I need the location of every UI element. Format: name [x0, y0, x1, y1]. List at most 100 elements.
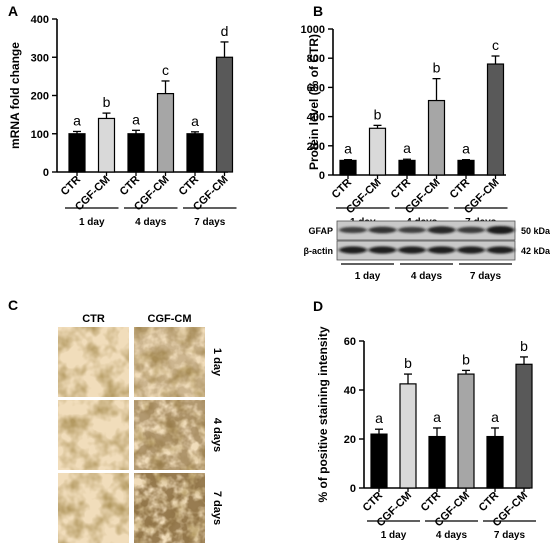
gfap-band [457, 226, 485, 234]
micro-column-label: CGF-CM [148, 313, 192, 325]
significance-letter: a [375, 410, 383, 426]
x-tick-label: CTR [419, 490, 444, 515]
chart-panel-d: 0 20 40 60 % of positive staining intensity a… [316, 326, 536, 541]
micro-column-label: CTR [82, 313, 105, 325]
actin-band [398, 246, 426, 254]
x-tick-label: CTR [477, 490, 502, 515]
y-tick-label: 600 [307, 82, 325, 94]
micro-row-label: 4 days [211, 418, 223, 452]
group-label: 1 day [381, 530, 407, 541]
micrograph-panel: CTR CGF-CM 1 day 4 days 7 days [58, 313, 223, 543]
blot-group-label: 1 day [355, 271, 381, 282]
bar [399, 383, 417, 489]
bar [156, 92, 175, 173]
panel-letter: C [8, 297, 18, 313]
panel-letter: D [313, 298, 323, 314]
y-tick-label: 400 [31, 14, 49, 26]
y-tick-label: 800 [307, 53, 325, 65]
x-tick-label: CTR [448, 177, 473, 202]
bar [457, 159, 475, 176]
panel-letter: A [8, 3, 18, 19]
x-tick-label: CTR [389, 177, 414, 202]
actin-band [368, 246, 397, 254]
y-tick-label: 200 [31, 91, 49, 103]
significance-letter: b [103, 94, 111, 110]
x-tick-label: CTR [59, 174, 84, 199]
micrograph-texture [58, 327, 129, 397]
y-axis-label: % of positive staining intensity [316, 326, 330, 502]
group-label: 4 days [436, 530, 468, 541]
y-tick-label: 0 [350, 483, 356, 495]
group-label: 7 days [494, 530, 526, 541]
group-label: 4 days [135, 217, 167, 228]
actin-band [486, 246, 515, 254]
blot-size-label: 50 kDa [521, 226, 550, 236]
significance-letter: a [132, 111, 140, 127]
significance-letter: b [433, 60, 441, 76]
blot-size-label: 42 kDa [521, 246, 550, 256]
significance-letter: a [73, 112, 81, 128]
significance-letter: b [374, 106, 382, 122]
gfap-band [398, 226, 426, 234]
y-tick-label: 0 [319, 170, 325, 182]
bar [398, 159, 416, 176]
significance-letter: a [191, 113, 199, 129]
bar [457, 373, 475, 489]
micrograph-stain [134, 327, 205, 397]
bar [186, 133, 204, 173]
y-tick-label: 40 [344, 385, 356, 397]
gfap-band [486, 226, 515, 234]
micrograph-stain [134, 400, 205, 470]
actin-band [339, 246, 367, 254]
significance-letter: c [492, 37, 499, 53]
bar [339, 159, 357, 176]
x-tick-label: CTR [330, 177, 355, 202]
blot-strip [336, 220, 516, 241]
blot-row-label: β-actin [304, 246, 334, 256]
y-tick-label: 200 [307, 141, 325, 153]
y-axis-label: Protein level (% of CTR) [307, 34, 321, 170]
x-tick-label: CTR [118, 174, 143, 199]
y-tick-label: 1000 [301, 24, 325, 36]
bar [486, 63, 505, 176]
bar [97, 117, 116, 173]
significance-letter: d [221, 23, 229, 39]
y-axis-label: mRNA fold change [8, 42, 22, 149]
bar [127, 133, 145, 173]
group-label: 7 days [194, 217, 226, 228]
panel-letter: B [313, 3, 323, 19]
bar [215, 56, 234, 173]
group-label: 1 day [79, 217, 105, 228]
micrograph-stain [134, 473, 205, 543]
significance-letter: b [404, 355, 412, 371]
micrograph-texture [58, 473, 129, 543]
bar [427, 99, 446, 176]
blot-group-label: 4 days [411, 271, 443, 282]
western-blot: GFAP 50 kDa β-actin 42 kDa 1 day 4 days 7 days [304, 220, 550, 282]
bar [428, 435, 446, 489]
significance-letter: a [462, 141, 470, 157]
actin-band [457, 246, 485, 254]
gfap-band [368, 226, 397, 234]
y-tick-label: 0 [43, 167, 49, 179]
significance-letter: a [403, 140, 411, 156]
bar [368, 127, 387, 176]
bar [486, 435, 504, 489]
micro-row-label: 7 days [211, 491, 223, 525]
blot-group-label: 7 days [470, 271, 502, 282]
y-tick-label: 100 [31, 129, 49, 141]
significance-letter: a [433, 409, 441, 425]
micro-row-label: 1 day [211, 348, 223, 377]
actin-band [427, 246, 456, 254]
y-tick-label: 20 [344, 434, 356, 446]
gfap-band [339, 226, 367, 234]
significance-letter: b [462, 351, 470, 367]
significance-letter: b [520, 338, 528, 354]
y-tick-label: 400 [307, 112, 325, 124]
micrograph-texture [58, 400, 129, 470]
y-tick-label: 60 [344, 336, 356, 348]
blot-strip [336, 240, 516, 261]
